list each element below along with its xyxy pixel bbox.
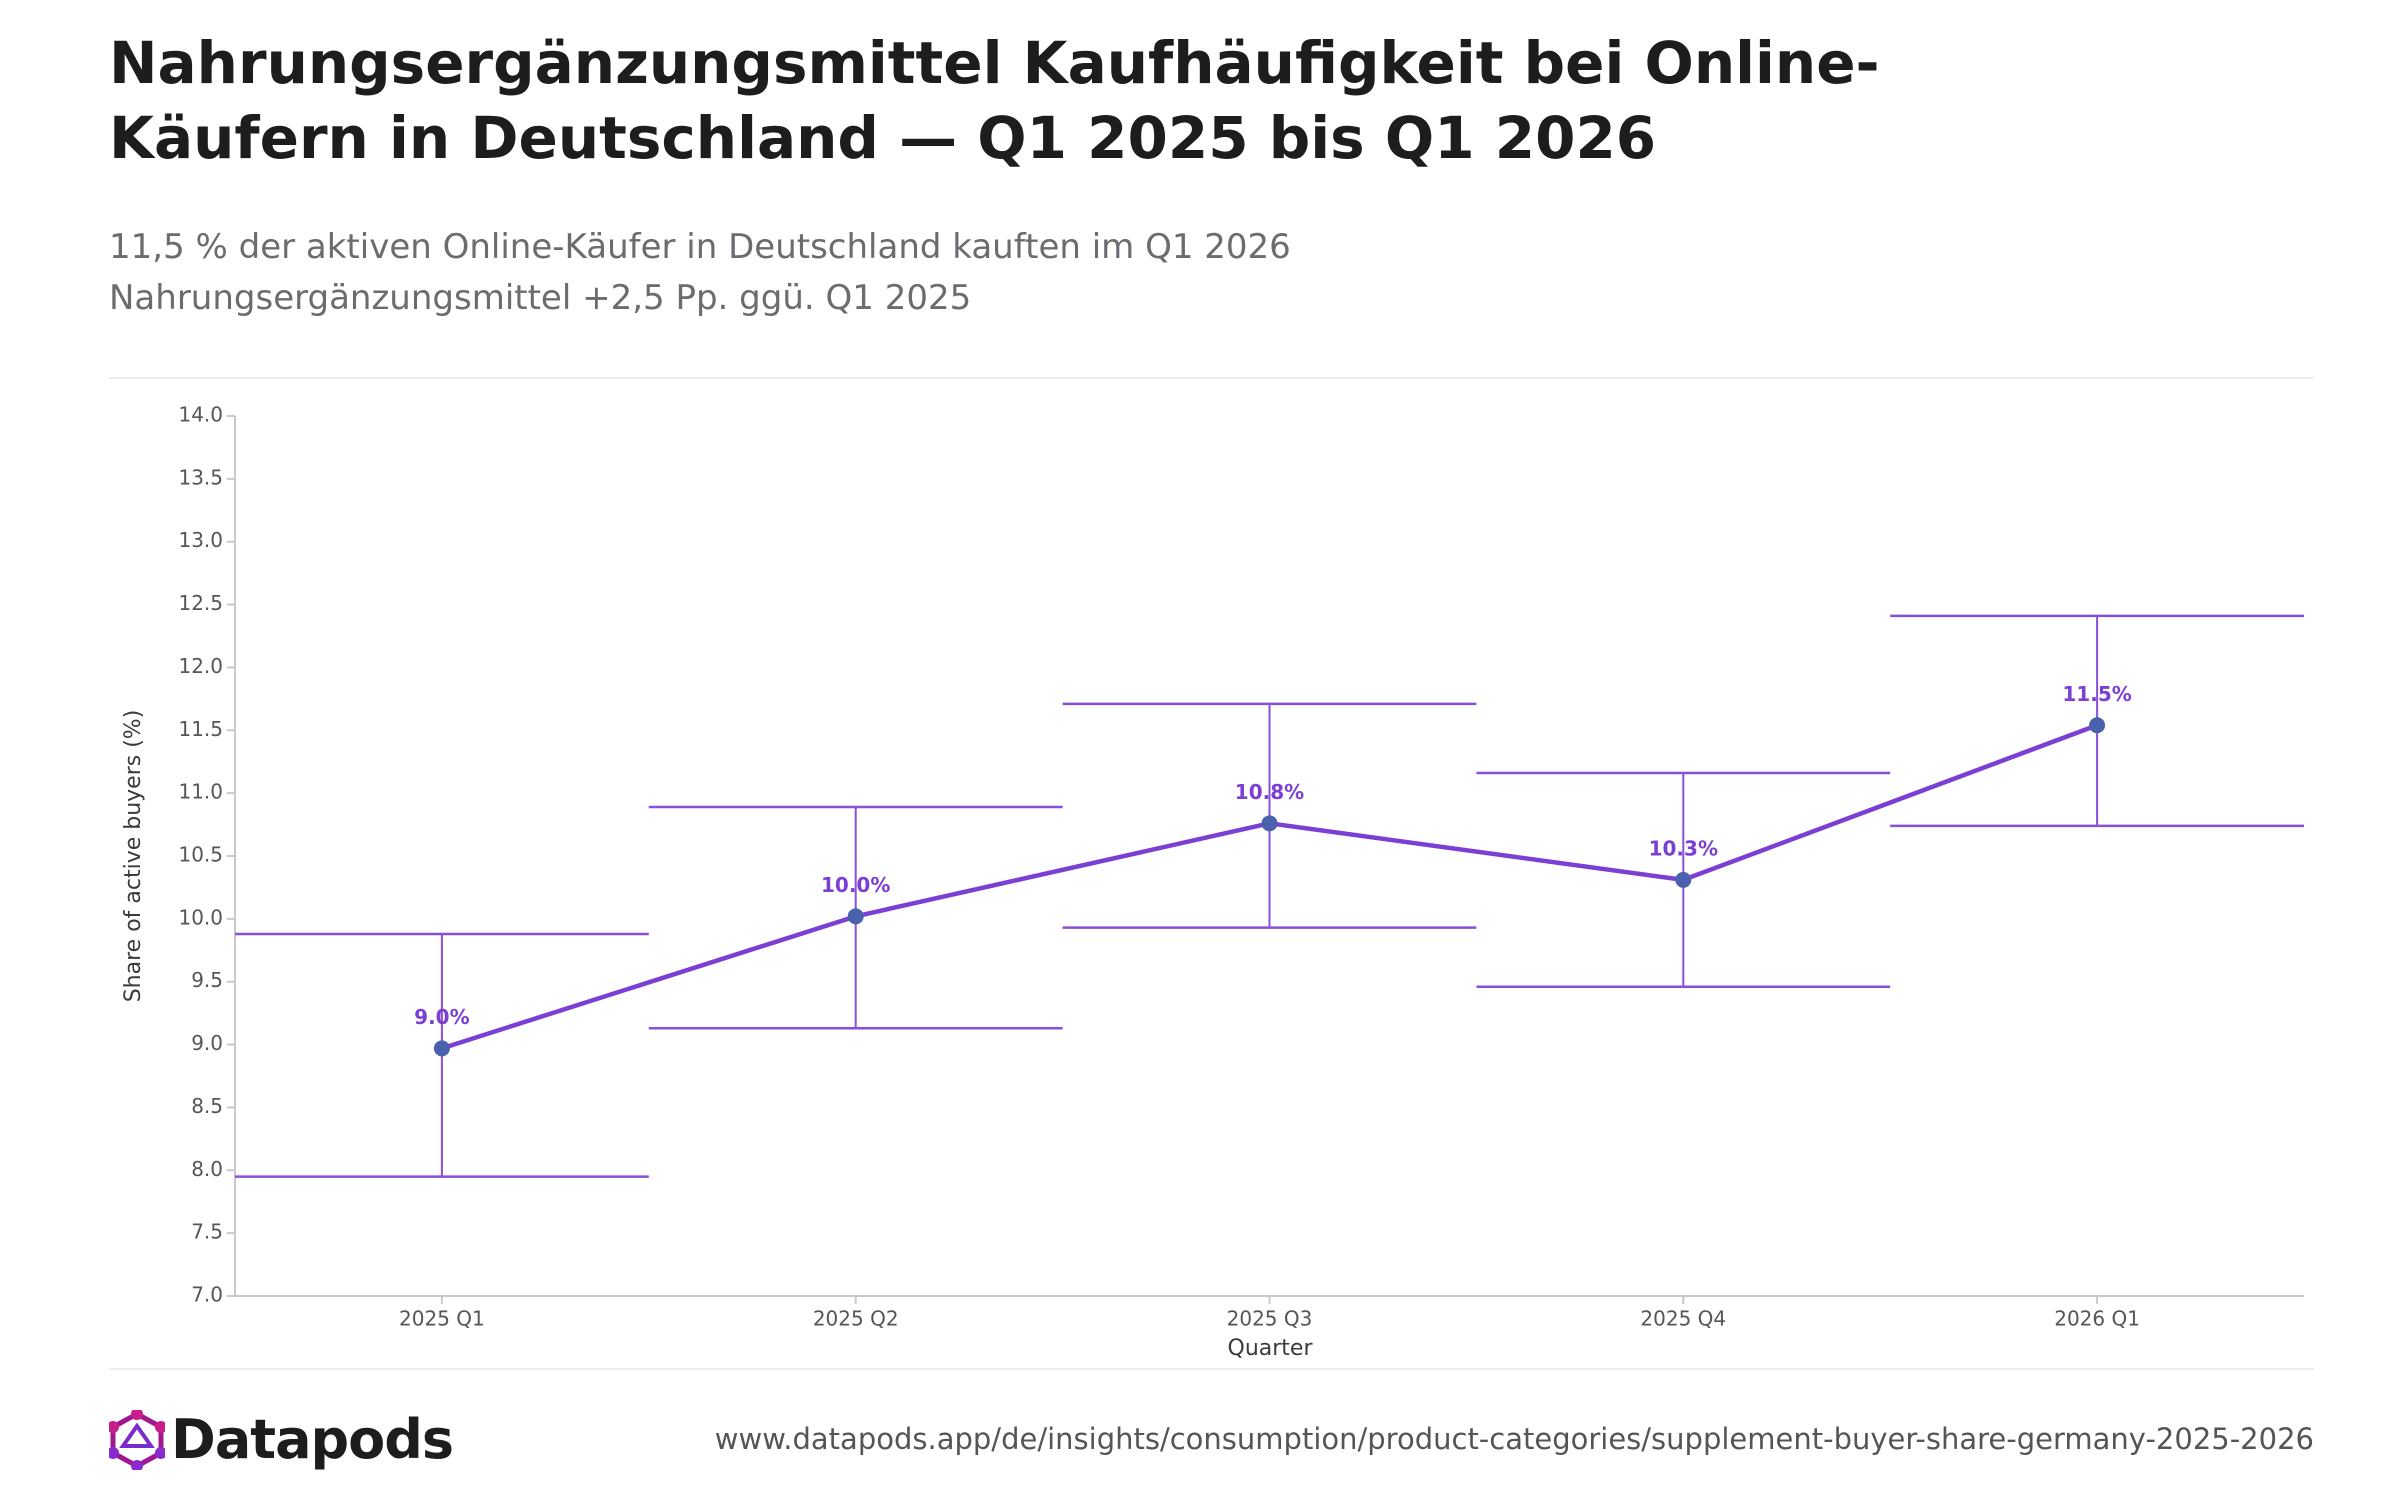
- source-url: www.datapods.app/de/insights/consumption…: [714, 1422, 2314, 1456]
- logo: Datapods: [109, 1408, 454, 1471]
- y-tick-label: 8.5: [191, 1094, 223, 1118]
- data-label: 10.8%: [1235, 780, 1304, 804]
- data-point: [847, 908, 864, 925]
- y-tick-label: 11.5: [178, 717, 223, 741]
- data-point: [1261, 815, 1278, 832]
- data-label: 11.5%: [2062, 682, 2131, 706]
- y-tick-label: 10.5: [178, 843, 223, 867]
- y-tick-label: 8.0: [191, 1157, 223, 1181]
- data-point: [1675, 871, 1692, 888]
- logo-icon: [109, 1409, 165, 1470]
- x-tick-label: 2025 Q3: [1227, 1307, 1313, 1331]
- chart-title: Nahrungsergänzungsmittel Kaufhäufigkeit …: [109, 29, 1880, 172]
- y-tick-label: 7.5: [191, 1220, 223, 1244]
- y-tick-label: 12.0: [178, 654, 223, 678]
- x-axis-title: Quarter: [1228, 1336, 1314, 1361]
- chart-subtitle: 11,5 % der aktiven Online-Käufer in Deut…: [109, 227, 1291, 318]
- y-tick-label: 11.0: [178, 780, 223, 804]
- separator: [109, 377, 2314, 379]
- y-tick-label: 14.0: [178, 403, 223, 427]
- separator: [109, 1368, 2314, 1370]
- y-tick-label: 12.5: [178, 591, 223, 615]
- y-tick-label: 13.5: [178, 465, 223, 489]
- data-label: 10.0%: [821, 873, 890, 897]
- brand: Datapods: [171, 1408, 454, 1471]
- y-tick-label: 10.0: [178, 905, 223, 929]
- x-tick-label: 2026 Q1: [2054, 1307, 2140, 1331]
- data-label: 9.0%: [414, 1005, 469, 1029]
- x-tick-label: 2025 Q2: [813, 1307, 899, 1331]
- data-label: 10.3%: [1649, 836, 1718, 860]
- y-tick-label: 9.5: [191, 968, 223, 992]
- y-tick-label: 13.0: [178, 528, 223, 552]
- y-tick-label: 9.0: [191, 1031, 223, 1055]
- data-point: [2089, 717, 2106, 734]
- data-point: [433, 1040, 450, 1057]
- y-tick-label: 7.0: [191, 1283, 223, 1307]
- x-tick-label: 2025 Q1: [399, 1307, 485, 1331]
- y-axis-title: Share of active buyers (%): [121, 710, 146, 1003]
- x-tick-label: 2025 Q4: [1640, 1307, 1726, 1331]
